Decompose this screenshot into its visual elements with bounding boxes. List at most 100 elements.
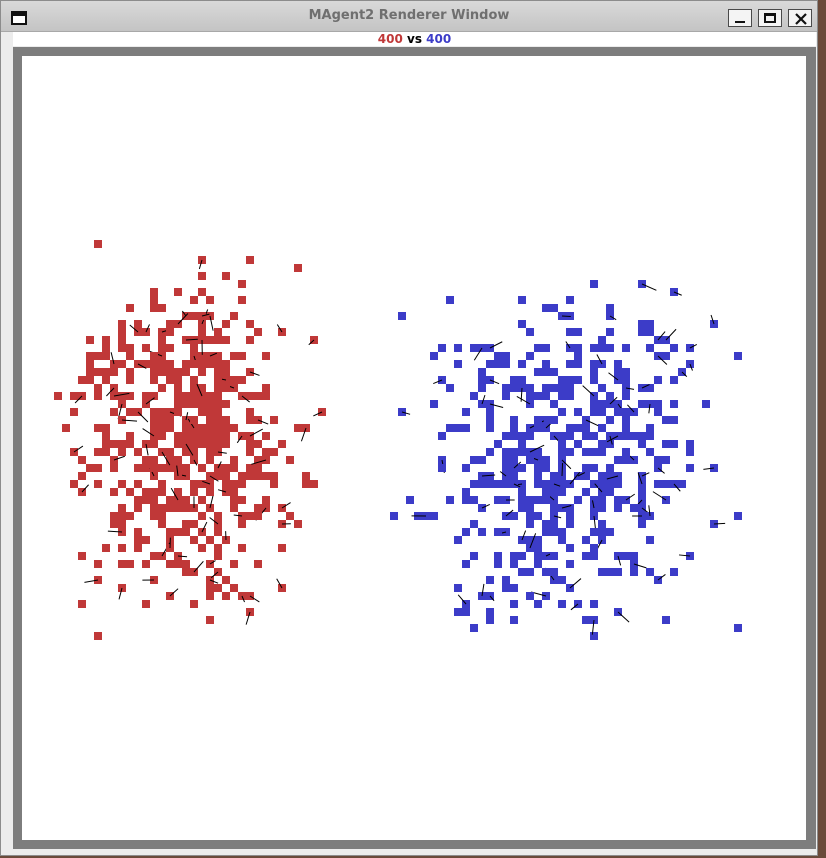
blue-agent [542, 304, 550, 312]
red-agent [158, 480, 166, 488]
blue-agent [558, 440, 566, 448]
blue-agent [486, 616, 494, 624]
red-agent [190, 536, 198, 544]
battle-map[interactable] [22, 56, 806, 840]
red-agent [206, 416, 214, 424]
blue-agent [534, 448, 542, 456]
red-agent [166, 528, 174, 536]
window-menu-icon[interactable] [11, 11, 27, 25]
attack-line [489, 379, 500, 385]
blue-agent [734, 624, 742, 632]
red-agent [206, 424, 214, 432]
red-agent [278, 544, 286, 552]
blue-agent [622, 376, 630, 384]
blue-agent [510, 424, 518, 432]
red-agent [142, 560, 150, 568]
red-agent [246, 512, 254, 520]
red-agent [214, 416, 222, 424]
blue-agent [598, 528, 606, 536]
blue-agent [502, 384, 510, 392]
attack-line [300, 427, 307, 442]
attack-line [251, 459, 267, 465]
minimize-button[interactable] [728, 9, 752, 27]
blue-agent [638, 488, 646, 496]
red-agent [158, 368, 166, 376]
blue-agent [622, 552, 630, 560]
red-agent [270, 448, 278, 456]
blue-agent [550, 384, 558, 392]
blue-agent [598, 504, 606, 512]
blue-agent [502, 432, 510, 440]
red-agent [110, 464, 118, 472]
blue-agent [582, 472, 590, 480]
red-agent [214, 328, 222, 336]
blue-agent [494, 496, 502, 504]
blue-agent [502, 360, 510, 368]
red-agent [166, 560, 174, 568]
attack-line [84, 579, 99, 583]
blue-agent [534, 560, 542, 568]
blue-agent [734, 352, 742, 360]
red-agent [222, 360, 230, 368]
attack-line [641, 283, 657, 291]
attack-line [121, 419, 138, 422]
red-agent [94, 352, 102, 360]
blue-agent [534, 416, 542, 424]
blue-agent [670, 344, 678, 352]
red-agent [254, 512, 262, 520]
red-agent [246, 408, 254, 416]
blue-agent [510, 584, 518, 592]
red-agent [238, 544, 246, 552]
blue-agent [614, 480, 622, 488]
red-agent [198, 328, 206, 336]
attack-line [193, 459, 198, 466]
blue-agent [502, 576, 510, 584]
attack-line [249, 371, 260, 376]
red-agent [110, 408, 118, 416]
attack-line [689, 343, 698, 349]
blue-agent [510, 512, 518, 520]
red-agent [174, 504, 182, 512]
red-agent [126, 392, 134, 400]
blue-agent [566, 296, 574, 304]
attack-line [113, 455, 125, 461]
blue-agent [534, 536, 542, 544]
attack-line [201, 313, 210, 317]
blue-agent [494, 480, 502, 488]
red-agent [166, 320, 174, 328]
close-button[interactable] [788, 9, 812, 27]
red-agent [222, 576, 230, 584]
blue-agent [614, 568, 622, 576]
red-agent [94, 448, 102, 456]
attack-line [196, 383, 203, 397]
red-agent [110, 440, 118, 448]
attack-line [233, 514, 243, 517]
attack-line [565, 341, 571, 349]
red-agent [214, 360, 222, 368]
blue-agent [622, 368, 630, 376]
blue-agent [686, 464, 694, 472]
blue-agent [534, 344, 542, 352]
red-agent [158, 488, 166, 496]
blue-agent [542, 344, 550, 352]
red-agent [126, 432, 134, 440]
red-agent [198, 440, 206, 448]
blue-agent [598, 520, 606, 528]
title-bar[interactable]: MAgent2 Renderer Window [1, 1, 817, 32]
blue-agent [518, 448, 526, 456]
attack-line [641, 384, 650, 389]
blue-agent [630, 432, 638, 440]
attack-line [481, 583, 485, 597]
maximize-button[interactable] [758, 9, 782, 27]
blue-agent [574, 344, 582, 352]
blue-agent [614, 408, 622, 416]
red-agent [206, 592, 214, 600]
blue-agent [542, 416, 550, 424]
blue-agent [630, 568, 638, 576]
blue-agent [558, 384, 566, 392]
red-agent [246, 336, 254, 344]
red-agent [126, 440, 134, 448]
blue-agent [494, 528, 502, 536]
blue-agent [590, 280, 598, 288]
blue-agent [470, 496, 478, 504]
